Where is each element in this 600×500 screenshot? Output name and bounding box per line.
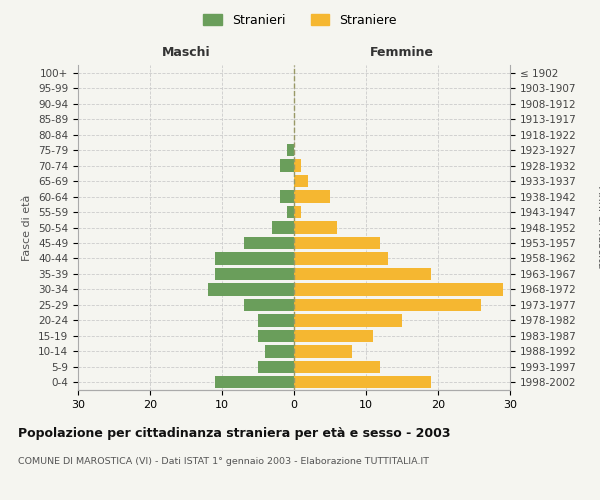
Bar xyxy=(287,144,294,156)
Bar xyxy=(294,252,388,264)
Y-axis label: Fasce di età: Fasce di età xyxy=(22,194,32,260)
Y-axis label: Anni di nascita: Anni di nascita xyxy=(596,186,600,269)
Bar xyxy=(258,330,294,342)
Bar xyxy=(294,222,337,234)
Bar xyxy=(208,283,294,296)
Text: Popolazione per cittadinanza straniera per età e sesso - 2003: Popolazione per cittadinanza straniera p… xyxy=(18,428,451,440)
Bar xyxy=(244,237,294,249)
Bar xyxy=(258,360,294,373)
Text: COMUNE DI MAROSTICA (VI) - Dati ISTAT 1° gennaio 2003 - Elaborazione TUTTITALIA.: COMUNE DI MAROSTICA (VI) - Dati ISTAT 1°… xyxy=(18,458,429,466)
Bar xyxy=(294,345,352,358)
Bar xyxy=(294,298,481,311)
Bar xyxy=(287,206,294,218)
Text: Maschi: Maschi xyxy=(161,46,211,59)
Bar xyxy=(294,330,373,342)
Bar xyxy=(294,190,330,202)
Bar xyxy=(258,314,294,326)
Bar xyxy=(294,360,380,373)
Bar xyxy=(244,298,294,311)
Bar xyxy=(215,268,294,280)
Bar xyxy=(294,206,301,218)
Bar xyxy=(280,160,294,172)
Bar xyxy=(294,160,301,172)
Bar xyxy=(272,222,294,234)
Bar xyxy=(280,190,294,202)
Bar xyxy=(215,252,294,264)
Bar xyxy=(265,345,294,358)
Bar xyxy=(294,268,431,280)
Legend: Stranieri, Straniere: Stranieri, Straniere xyxy=(198,8,402,32)
Bar xyxy=(294,314,402,326)
Bar xyxy=(294,237,380,249)
Bar xyxy=(294,175,308,188)
Bar xyxy=(294,283,503,296)
Bar xyxy=(215,376,294,388)
Text: Femmine: Femmine xyxy=(370,46,434,59)
Bar xyxy=(294,376,431,388)
